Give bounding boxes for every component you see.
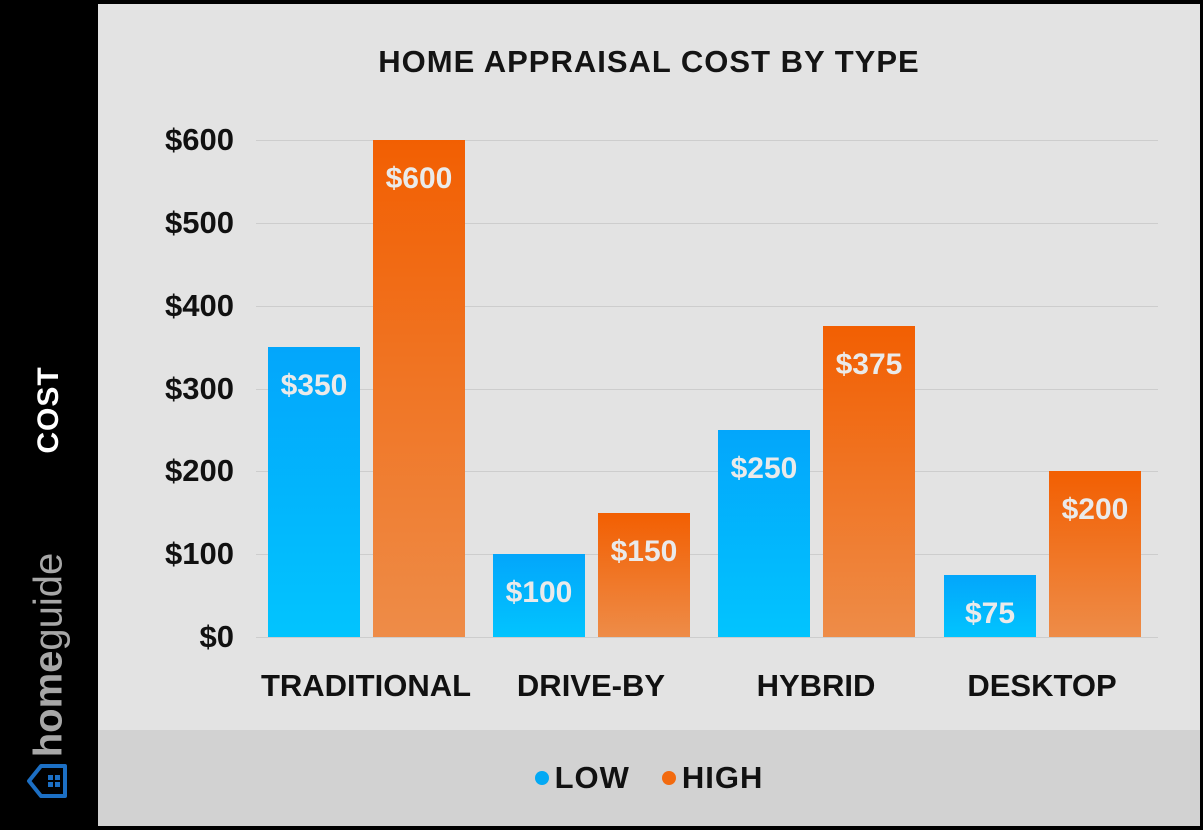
- y-tick-label: $400: [165, 287, 234, 323]
- y-tick-label: $300: [165, 370, 234, 406]
- bar-high-hybrid: $375: [823, 326, 915, 637]
- legend-item-high: HIGH: [661, 760, 764, 796]
- x-category-label: DESKTOP: [967, 668, 1117, 703]
- bar-value-label: $200: [1061, 493, 1129, 527]
- chart-title: HOME APPRAISAL COST BY TYPE: [378, 44, 920, 79]
- low-dot-icon: [534, 771, 549, 785]
- brand-bold: home: [26, 650, 71, 758]
- brand-logo: homeguide: [27, 553, 72, 758]
- bar-value-label: $150: [610, 534, 678, 568]
- bar-high-desktop: $200: [1049, 471, 1141, 637]
- chart-panel: HOME APPRAISAL COST BY TYPE $0 $100 $200 $3…: [98, 4, 1200, 826]
- y-tick-label: $500: [165, 204, 234, 240]
- brand-light: guide: [26, 552, 71, 651]
- y-tick-label: $600: [165, 122, 234, 157]
- x-category-label: DRIVE-BY: [516, 668, 666, 703]
- bar-value-label: $75: [964, 596, 1016, 630]
- x-category-label: TRADITIONAL: [260, 668, 472, 703]
- gridline: [256, 471, 1158, 473]
- legend: LOW HIGH: [98, 730, 1200, 826]
- bar-value-label: $375: [835, 348, 903, 382]
- plot-area: $0 $100 $200 $300 $400 $500 $600 $350 $600 TRADIT…: [165, 122, 1158, 703]
- house-icon: [27, 764, 67, 798]
- gridline: [256, 305, 1158, 307]
- gridline: [256, 554, 1158, 556]
- bar-value-label: $600: [385, 162, 453, 195]
- gridline: [256, 140, 1158, 141]
- legend-label-low: LOW: [554, 760, 630, 795]
- y-tick-label: $100: [165, 536, 234, 572]
- sidebar: COST homeguide: [0, 0, 98, 830]
- legend-label-high: HIGH: [681, 760, 764, 795]
- gridline: [256, 637, 1158, 638]
- y-tick-label: $200: [165, 453, 234, 489]
- gridline: [256, 388, 1158, 390]
- x-category-label: HYBRID: [756, 668, 876, 703]
- gridline: [256, 222, 1158, 224]
- y-tick-label: $0: [199, 619, 234, 654]
- bar-low-hybrid: $250: [718, 429, 810, 637]
- bar-high-traditional: $600: [373, 140, 465, 637]
- y-axis-label: COST: [32, 366, 65, 454]
- bar-low-drive-by: $100: [493, 554, 585, 637]
- bar-value-label: $250: [730, 451, 798, 485]
- bar-low-desktop: $75: [944, 574, 1036, 637]
- bar-value-label: $100: [505, 576, 573, 610]
- bar-high-drive-by: $150: [598, 512, 690, 637]
- high-dot-icon: [661, 771, 676, 785]
- legend-item-low: LOW: [534, 760, 630, 796]
- bar-low-traditional: $350: [268, 347, 360, 637]
- bar-value-label: $350: [280, 369, 348, 403]
